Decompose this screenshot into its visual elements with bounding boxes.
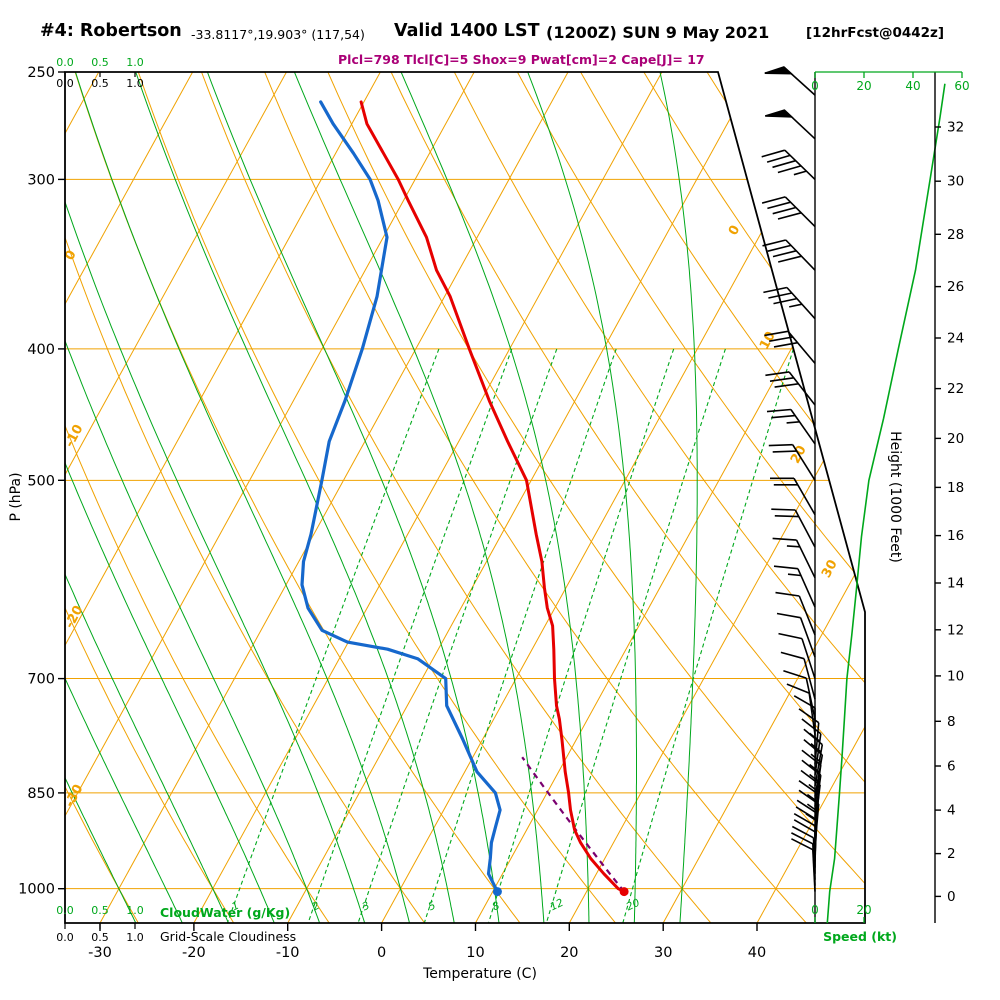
svg-text:22: 22: [947, 381, 964, 397]
svg-text:-20: -20: [62, 603, 86, 631]
svg-text:24: 24: [947, 331, 964, 347]
svg-text:30: 30: [947, 174, 964, 190]
svg-text:-20: -20: [182, 945, 206, 961]
temperature-axis-label: Temperature (C): [422, 966, 537, 982]
moist-adiabat-lines: [65, 72, 698, 923]
temperature-curve: [359, 100, 626, 894]
svg-text:0.0: 0.0: [56, 56, 74, 69]
svg-text:14: 14: [947, 576, 964, 592]
svg-text:1.0: 1.0: [126, 931, 144, 944]
svg-text:300: 300: [27, 172, 55, 188]
svg-text:0: 0: [947, 889, 956, 905]
svg-text:16: 16: [947, 528, 964, 544]
svg-text:10: 10: [466, 945, 484, 961]
svg-text:20: 20: [624, 897, 641, 914]
svg-text:10: 10: [947, 668, 964, 684]
svg-text:8: 8: [490, 899, 501, 913]
svg-text:40: 40: [748, 945, 766, 961]
svg-text:12: 12: [947, 622, 964, 638]
isobar-lines: [65, 178, 865, 890]
svg-text:32: 32: [947, 120, 964, 136]
surface-temp-dot: [619, 887, 629, 897]
temp-ticks: -30 -20 -10 0 10 20 30 40: [88, 923, 766, 961]
svg-text:0.0: 0.0: [56, 931, 74, 944]
wind-barbs: [761, 66, 824, 892]
cloud-scales: 0.0 0.5 1.0 0.0 0.5 1.0 0.0 0.5 1.0 0.0 0.5 1.0: [56, 56, 144, 944]
svg-text:-30: -30: [88, 945, 112, 961]
svg-text:1.0: 1.0: [126, 77, 144, 90]
sounding-profiles: [300, 100, 629, 897]
svg-text:250: 250: [27, 65, 55, 81]
svg-text:60: 60: [954, 79, 969, 93]
svg-text:400: 400: [27, 342, 55, 358]
svg-text:0.5: 0.5: [91, 77, 109, 90]
isotherm-lines: [65, 72, 865, 923]
svg-text:30: 30: [819, 557, 841, 580]
mixing-ratio-lines: [226, 348, 794, 923]
svg-text:0.0: 0.0: [56, 904, 74, 917]
svg-text:500: 500: [27, 473, 55, 489]
svg-text:-30: -30: [62, 782, 86, 810]
dewpoint-curve: [300, 100, 502, 894]
svg-text:40: 40: [905, 79, 920, 93]
svg-text:0: 0: [811, 903, 819, 917]
svg-text:1000: 1000: [18, 882, 55, 898]
svg-text:0: 0: [377, 945, 386, 961]
surface-dewpoint-dot: [492, 887, 502, 897]
svg-text:3: 3: [360, 900, 371, 914]
valid-time: Valid 1400 LST: [394, 21, 540, 41]
station-coords: -33.8117°,19.903° (117,54): [191, 27, 365, 42]
svg-text:1.0: 1.0: [126, 56, 144, 69]
background-lines: [65, 72, 865, 923]
svg-text:1: 1: [230, 900, 241, 914]
dry-adiabat-lines: [65, 72, 865, 923]
svg-text:8: 8: [947, 714, 956, 730]
svg-text:-10: -10: [276, 945, 300, 961]
svg-text:5: 5: [426, 899, 437, 913]
svg-text:0.0: 0.0: [56, 77, 74, 90]
svg-text:12: 12: [548, 897, 565, 914]
svg-text:2: 2: [947, 846, 956, 862]
cloudwater-label: CloudWater (g/Kg): [160, 905, 290, 920]
pressure-axis-label: P (hPa): [8, 472, 24, 521]
svg-text:0.5: 0.5: [91, 904, 109, 917]
cloudiness-label: Grid-Scale Cloudiness: [160, 929, 296, 944]
forecast-info: [12hrFcst@0442z]: [806, 25, 945, 41]
svg-text:30: 30: [654, 945, 672, 961]
svg-text:6: 6: [947, 759, 956, 775]
svg-text:28: 28: [947, 227, 964, 243]
speed-profile-curve: [826, 83, 946, 924]
speed-axis-label: Speed (kt): [823, 929, 897, 944]
svg-text:26: 26: [947, 279, 964, 295]
speed-scale: 0 20 40 600 20: [811, 71, 970, 923]
height-axis-label: Height (1000 Feet): [887, 431, 903, 563]
station-title: #4: Robertson: [40, 21, 182, 41]
indices-line: Plcl=798 Tlcl[C]=5 Shox=9 Pwat[cm]=2 Cap…: [338, 52, 705, 67]
plot-border: [64, 71, 866, 924]
svg-text:0.5: 0.5: [91, 931, 109, 944]
svg-text:4: 4: [947, 803, 956, 819]
svg-text:0: 0: [811, 79, 819, 93]
svg-text:700: 700: [27, 672, 55, 688]
svg-text:20: 20: [947, 431, 964, 447]
mixing-ratio-labels: 1 2 3 5 8 12 20: [230, 897, 642, 914]
svg-text:20: 20: [560, 945, 578, 961]
svg-text:20: 20: [856, 79, 871, 93]
svg-text:1.0: 1.0: [126, 904, 144, 917]
svg-text:850: 850: [27, 786, 55, 802]
svg-text:18: 18: [947, 480, 964, 496]
svg-text:-10: -10: [62, 422, 86, 450]
svg-text:0.5: 0.5: [91, 56, 109, 69]
svg-text:2: 2: [310, 899, 321, 913]
svg-text:20: 20: [856, 903, 871, 917]
valid-datetime: (1200Z) SUN 9 May 2021: [546, 23, 770, 42]
pressure-ticks: 250 300 400 500 700 850 1000: [18, 65, 65, 898]
